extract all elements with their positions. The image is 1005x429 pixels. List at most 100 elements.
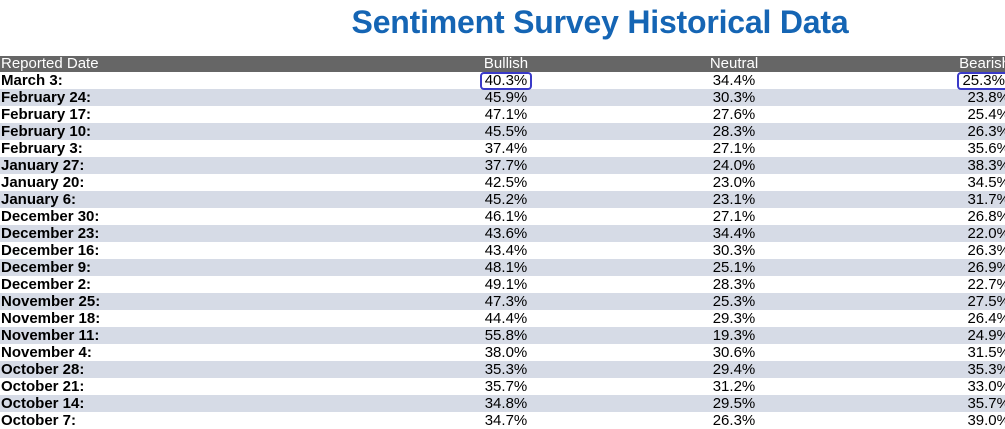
table-row: November 11:55.8%19.3%24.9% (0, 327, 1005, 344)
cell-neutral: 29.4% (680, 361, 788, 378)
cell-date: March 3: (0, 72, 332, 89)
cell-date: November 4: (0, 344, 332, 361)
cell-date: February 24: (0, 89, 332, 106)
table-row: December 9:48.1%25.1%26.9% (0, 259, 1005, 276)
cell-neutral: 31.2% (680, 378, 788, 395)
cell-date: December 23: (0, 225, 332, 242)
table-row: October 14:34.8%29.5%35.7% (0, 395, 1005, 412)
cell-neutral: 19.3% (680, 327, 788, 344)
cell-neutral: 30.3% (680, 242, 788, 259)
cell-date: December 16: (0, 242, 332, 259)
table-row: October 28:35.3%29.4%35.3% (0, 361, 1005, 378)
cell-neutral: 23.1% (680, 191, 788, 208)
cell-bullish: 42.5% (332, 174, 680, 191)
cell-bearish: 26.3% (788, 242, 1005, 259)
cell-neutral: 28.3% (680, 123, 788, 140)
cell-date: January 6: (0, 191, 332, 208)
table-row: January 6:45.2%23.1%31.7% (0, 191, 1005, 208)
cell-bullish: 46.1% (332, 208, 680, 225)
cell-bearish: 35.3% (788, 361, 1005, 378)
cell-bullish: 55.8% (332, 327, 680, 344)
table-row: December 16:43.4%30.3%26.3% (0, 242, 1005, 259)
cell-date: February 3: (0, 140, 332, 157)
cell-neutral: 27.1% (680, 140, 788, 157)
cell-bullish: 44.4% (332, 310, 680, 327)
cell-bullish: 38.0% (332, 344, 680, 361)
cell-date: February 17: (0, 106, 332, 123)
table-row: February 10:45.5%28.3%26.3% (0, 123, 1005, 140)
cell-date: December 30: (0, 208, 332, 225)
page-title: Sentiment Survey Historical Data (351, 4, 849, 40)
cell-bullish: 37.7% (332, 157, 680, 174)
cell-bearish: 25.4% (788, 106, 1005, 123)
table-row: January 27:37.7%24.0%38.3% (0, 157, 1005, 174)
table-row: January 20:42.5%23.0%34.5% (0, 174, 1005, 191)
sentiment-table: Reported Date Bullish Neutral Bearish Ma… (0, 56, 1005, 429)
cell-bullish: 45.9% (332, 89, 680, 106)
cell-neutral: 24.0% (680, 157, 788, 174)
cell-bullish: 49.1% (332, 276, 680, 293)
cell-bullish: 37.4% (332, 140, 680, 157)
cell-bullish: 45.2% (332, 191, 680, 208)
cell-neutral: 28.3% (680, 276, 788, 293)
cell-neutral: 30.3% (680, 89, 788, 106)
cell-bearish: 22.7% (788, 276, 1005, 293)
cell-bearish: 31.7% (788, 191, 1005, 208)
table-row: November 25:47.3%25.3%27.5% (0, 293, 1005, 310)
cell-bearish: 23.8% (788, 89, 1005, 106)
highlight-box: 25.3% (957, 71, 1005, 90)
cell-date: October 28: (0, 361, 332, 378)
table-row: December 30:46.1%27.1%26.8% (0, 208, 1005, 225)
cell-date: December 2: (0, 276, 332, 293)
cell-bullish: 34.8% (332, 395, 680, 412)
cell-bearish: 24.9% (788, 327, 1005, 344)
cell-date: October 7: (0, 412, 332, 429)
table-body: March 3: 40.3% 34.4% 25.3% February 24: 45.9%… (0, 71, 1005, 429)
cell-bearish: 27.5% (788, 293, 1005, 310)
cell-bearish: 26.9% (788, 259, 1005, 276)
cell-date: October 14: (0, 395, 332, 412)
cell-bearish: 22.0% (788, 225, 1005, 242)
cell-bullish: 45.5% (332, 123, 680, 140)
cell-bearish: 35.6% (788, 140, 1005, 157)
column-header-bearish: Bearish (788, 56, 1005, 72)
table-header-row: Reported Date Bullish Neutral Bearish (0, 56, 1005, 72)
cell-bearish: 33.0% (788, 378, 1005, 395)
cell-bullish: 48.1% (332, 259, 680, 276)
cell-bearish: 31.5% (788, 344, 1005, 361)
table-row: December 23:43.6%34.4%22.0% (0, 225, 1005, 242)
cell-bullish: 34.7% (332, 412, 680, 429)
column-header-neutral: Neutral (680, 56, 788, 72)
cell-date: February 10: (0, 123, 332, 140)
cell-bearish: 34.5% (788, 174, 1005, 191)
cell-bearish: 26.3% (788, 123, 1005, 140)
cell-date: December 9: (0, 259, 332, 276)
column-header-date: Reported Date (0, 56, 332, 72)
cell-bearish: 38.3% (788, 157, 1005, 174)
cell-bullish: 35.7% (332, 378, 680, 395)
cell-bearish: 25.3% (788, 71, 1005, 90)
cell-date: November 25: (0, 293, 332, 310)
cell-bullish: 40.3% (332, 71, 680, 90)
cell-bullish: 47.1% (332, 106, 680, 123)
cell-neutral: 29.3% (680, 310, 788, 327)
cell-date: January 20: (0, 174, 332, 191)
table-row: October 7:34.7%26.3%39.0% (0, 412, 1005, 429)
table-row: December 2:49.1%28.3%22.7% (0, 276, 1005, 293)
cell-bearish: 26.4% (788, 310, 1005, 327)
cell-bullish: 43.6% (332, 225, 680, 242)
cell-neutral: 25.3% (680, 293, 788, 310)
cell-neutral: 23.0% (680, 174, 788, 191)
cell-date: November 18: (0, 310, 332, 327)
table-row: February 17:47.1%27.6%25.4% (0, 106, 1005, 123)
column-header-bullish: Bullish (332, 56, 680, 72)
table-row: November 4:38.0%30.6%31.5% (0, 344, 1005, 361)
cell-neutral: 26.3% (680, 412, 788, 429)
cell-date: October 21: (0, 378, 332, 395)
cell-neutral: 34.4% (680, 225, 788, 242)
table-row: February 3:37.4%27.1%35.6% (0, 140, 1005, 157)
cell-bullish: 47.3% (332, 293, 680, 310)
cell-neutral: 25.1% (680, 259, 788, 276)
cell-bullish: 43.4% (332, 242, 680, 259)
table-row: November 18:44.4%29.3%26.4% (0, 310, 1005, 327)
